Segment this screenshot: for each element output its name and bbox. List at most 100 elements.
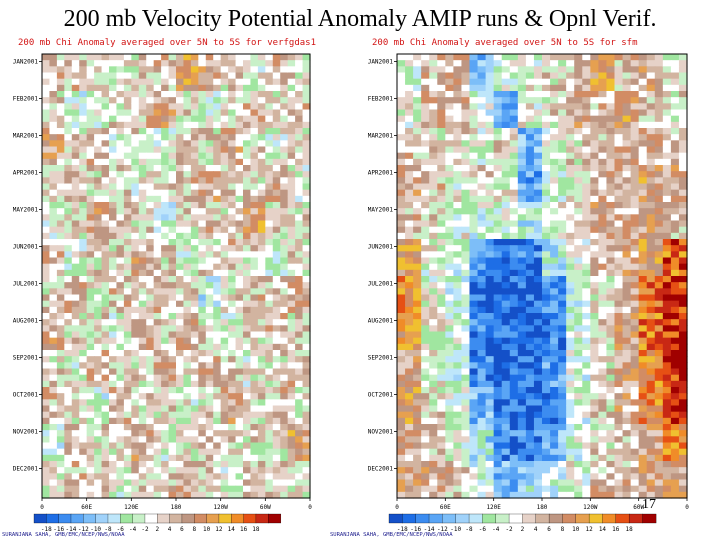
heatmap-cell bbox=[469, 183, 479, 191]
heatmap-cell bbox=[213, 380, 222, 388]
heatmap-cell bbox=[654, 319, 664, 326]
heatmap-cell bbox=[413, 109, 422, 117]
heatmap-cell bbox=[662, 177, 672, 185]
heatmap-cell bbox=[280, 411, 289, 419]
heatmap-cell bbox=[461, 183, 471, 191]
heatmap-cell bbox=[453, 214, 463, 222]
heatmap-cell bbox=[228, 195, 237, 203]
heatmap-cell bbox=[116, 97, 125, 104]
heatmap-cell bbox=[71, 282, 80, 289]
heatmap-cell bbox=[590, 436, 599, 444]
heatmap-cell bbox=[94, 331, 103, 339]
heatmap-cell bbox=[670, 121, 680, 129]
heatmap-cell bbox=[101, 325, 110, 333]
heatmap-cell bbox=[598, 72, 608, 80]
heatmap-cell bbox=[153, 337, 162, 345]
heatmap-cell bbox=[477, 306, 487, 314]
heatmap-cell bbox=[437, 128, 446, 135]
heatmap-cell bbox=[198, 337, 207, 345]
heatmap-cell bbox=[161, 306, 170, 314]
heatmap-cell bbox=[161, 245, 170, 252]
heatmap-cell bbox=[654, 368, 664, 376]
heatmap-cell bbox=[413, 152, 422, 160]
heatmap-cell bbox=[670, 202, 680, 209]
heatmap-cell bbox=[205, 411, 214, 419]
heatmap-cell bbox=[485, 387, 495, 394]
colorbar-label: -10 bbox=[90, 526, 101, 533]
heatmap-cell bbox=[280, 214, 289, 222]
heatmap-cell bbox=[566, 350, 575, 357]
heatmap-cell bbox=[228, 306, 237, 314]
heatmap-cell bbox=[272, 393, 281, 400]
heatmap-cell bbox=[86, 387, 95, 394]
heatmap-cell bbox=[287, 417, 296, 425]
heatmap-cell bbox=[272, 128, 281, 135]
heatmap-cell bbox=[295, 109, 304, 117]
heatmap-cell bbox=[477, 54, 487, 61]
heatmap-cell bbox=[71, 430, 80, 437]
heatmap-cell bbox=[56, 245, 65, 252]
heatmap-cell bbox=[517, 411, 527, 419]
heatmap-cell bbox=[220, 473, 229, 481]
heatmap-cell bbox=[678, 263, 688, 271]
heatmap-cell bbox=[146, 158, 155, 166]
heatmap-cell bbox=[413, 442, 422, 450]
heatmap-cell bbox=[477, 245, 487, 252]
heatmap-cell bbox=[287, 251, 296, 259]
heatmap-cell bbox=[198, 479, 207, 487]
heatmap-cell bbox=[485, 91, 495, 98]
heatmap-cell bbox=[622, 300, 632, 308]
heatmap-cell bbox=[123, 368, 132, 376]
heatmap-cell bbox=[421, 60, 430, 67]
heatmap-cell bbox=[542, 78, 551, 86]
heatmap-cell bbox=[638, 97, 648, 104]
heatmap-cell bbox=[630, 337, 640, 345]
heatmap-cell bbox=[198, 319, 207, 326]
heatmap-cell bbox=[606, 226, 616, 234]
heatmap-cell bbox=[287, 288, 296, 296]
heatmap-cell bbox=[287, 399, 296, 407]
heatmap-cell bbox=[153, 479, 162, 487]
heatmap-cell bbox=[590, 313, 599, 320]
heatmap-cell bbox=[101, 208, 110, 215]
heatmap-cell bbox=[168, 97, 177, 104]
heatmap-cell bbox=[509, 430, 519, 437]
heatmap-cell bbox=[654, 202, 664, 209]
heatmap-cell bbox=[574, 411, 583, 419]
heatmap-cell bbox=[598, 214, 608, 222]
heatmap-cell bbox=[101, 269, 110, 277]
heatmap-cell bbox=[220, 417, 229, 425]
heatmap-cell bbox=[630, 331, 640, 339]
heatmap-cell bbox=[272, 282, 281, 289]
heatmap-cell bbox=[461, 417, 471, 425]
heatmap-cell bbox=[161, 257, 170, 265]
heatmap-cell bbox=[646, 84, 656, 92]
heatmap-cell bbox=[598, 140, 608, 148]
heatmap-cell bbox=[56, 294, 65, 302]
heatmap-cell bbox=[437, 152, 446, 160]
heatmap-cell bbox=[558, 319, 567, 326]
heatmap-cell bbox=[421, 411, 430, 419]
heatmap-cell bbox=[116, 350, 125, 357]
heatmap-cell bbox=[437, 374, 446, 382]
heatmap-cell bbox=[295, 214, 304, 222]
heatmap-cell bbox=[525, 208, 535, 215]
heatmap-cell bbox=[429, 226, 438, 234]
heatmap-cell bbox=[131, 269, 140, 277]
heatmap-cell bbox=[606, 448, 616, 456]
heatmap-cell bbox=[574, 380, 583, 388]
heatmap-cell bbox=[138, 479, 147, 487]
heatmap-cell bbox=[153, 220, 162, 228]
heatmap-cell bbox=[190, 171, 199, 178]
heatmap-cell bbox=[265, 350, 274, 357]
heatmap-cell bbox=[257, 380, 266, 388]
heatmap-cell bbox=[116, 306, 125, 314]
heatmap-cell bbox=[638, 417, 648, 425]
heatmap-cell bbox=[485, 121, 495, 129]
heatmap-cell bbox=[257, 226, 266, 234]
heatmap-cell bbox=[525, 239, 535, 246]
heatmap-cell bbox=[220, 454, 229, 462]
heatmap-cell bbox=[123, 189, 132, 197]
heatmap-cell bbox=[445, 331, 454, 339]
heatmap-cell bbox=[257, 362, 266, 370]
